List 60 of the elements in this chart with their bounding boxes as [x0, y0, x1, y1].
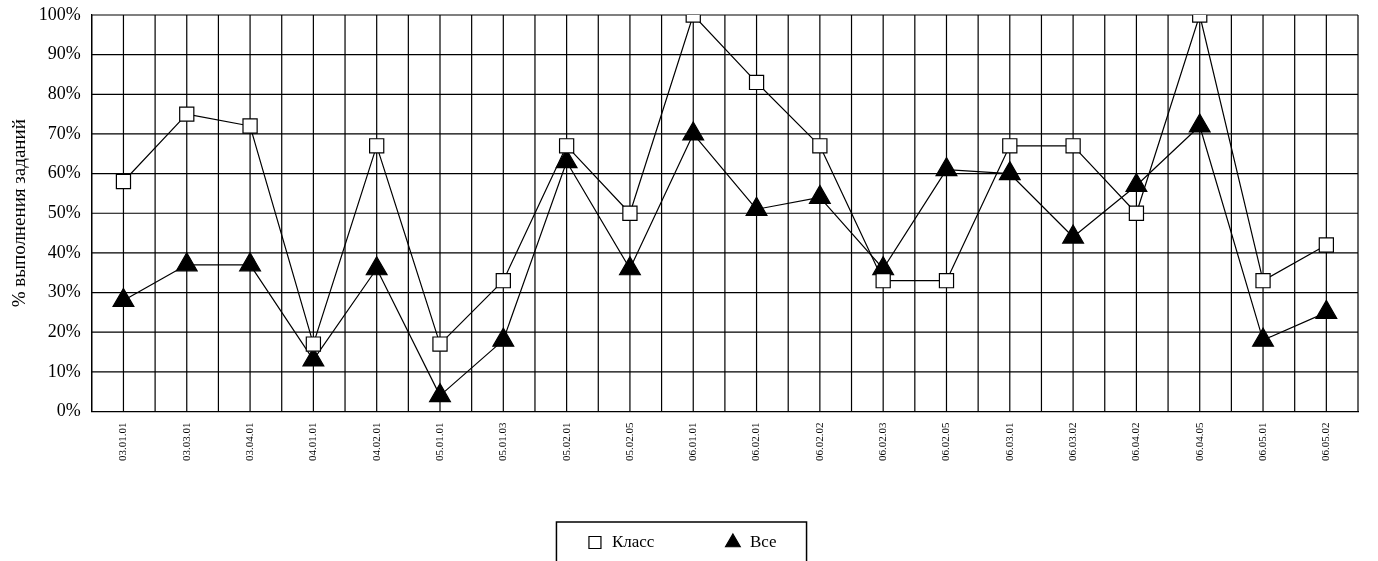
point — [1315, 299, 1338, 319]
x-tick-label: 05.01.03 — [496, 422, 509, 461]
point — [429, 383, 451, 403]
point — [812, 138, 828, 154]
y-tick-label: 30% — [47, 281, 81, 302]
x-tick-label: 06.02.03 — [876, 422, 889, 461]
point — [112, 287, 135, 308]
point — [875, 272, 891, 289]
x-tick-label: 04.02.01 — [369, 422, 382, 461]
x-tick-label: 05.01.01 — [432, 422, 445, 461]
x-tick-label: 06.04.05 — [1192, 422, 1205, 461]
y-tick-label: 10% — [47, 360, 81, 381]
x-tick-label: 05.02.05 — [622, 422, 635, 461]
point — [115, 173, 132, 190]
point — [622, 205, 638, 221]
x-tick-label: 06.04.02 — [1129, 422, 1142, 461]
x-tick-label: 06.05.01 — [1255, 422, 1268, 461]
x-tick-label: 06.03.02 — [1065, 422, 1078, 461]
y-tick-label: 70% — [47, 122, 81, 143]
y-tick-label: 50% — [47, 201, 81, 222]
x-tick-label: 06.02.01 — [749, 422, 762, 461]
x-tick-label: 03.03.01 — [179, 422, 192, 461]
point — [1002, 138, 1018, 154]
point — [1065, 138, 1081, 154]
point — [369, 138, 385, 154]
x-tick-label: 06.01.01 — [686, 422, 699, 461]
point — [1318, 237, 1335, 253]
y-axis-title: % выполнения заданий — [8, 119, 30, 308]
point — [495, 272, 511, 289]
x-tick-label: 04.01.01 — [306, 422, 319, 461]
y-tick-label: 40% — [47, 241, 81, 262]
point — [242, 118, 258, 134]
y-tick-label: 90% — [47, 43, 81, 64]
x-tick-label: 03.04.01 — [242, 422, 255, 461]
y-tick-label: 60% — [47, 162, 81, 183]
point — [748, 74, 765, 91]
x-tick-label: 06.02.02 — [812, 422, 825, 461]
point — [239, 252, 262, 272]
point — [492, 327, 515, 347]
x-tick-label: 06.02.05 — [939, 422, 952, 461]
x-tick-label: 06.05.02 — [1319, 422, 1332, 461]
point — [558, 138, 575, 154]
legend-label: Все — [749, 531, 777, 551]
y-tick-label: 20% — [47, 320, 81, 341]
y-tick-label: 80% — [47, 83, 81, 104]
x-tick-label: 05.02.01 — [559, 422, 572, 461]
y-tick-label: 100% — [38, 3, 81, 24]
point — [365, 256, 388, 276]
point — [1128, 205, 1145, 221]
point — [175, 252, 198, 272]
point — [1062, 224, 1085, 244]
x-tick-label: 06.03.01 — [1002, 422, 1015, 461]
point — [618, 256, 641, 276]
y-tick-label: 0% — [56, 400, 81, 421]
legend-label: Класс — [611, 531, 655, 551]
x-tick-label: 03.01.01 — [116, 422, 129, 461]
point — [938, 272, 955, 289]
point — [1255, 272, 1271, 289]
point — [1252, 327, 1275, 347]
point — [179, 106, 195, 122]
